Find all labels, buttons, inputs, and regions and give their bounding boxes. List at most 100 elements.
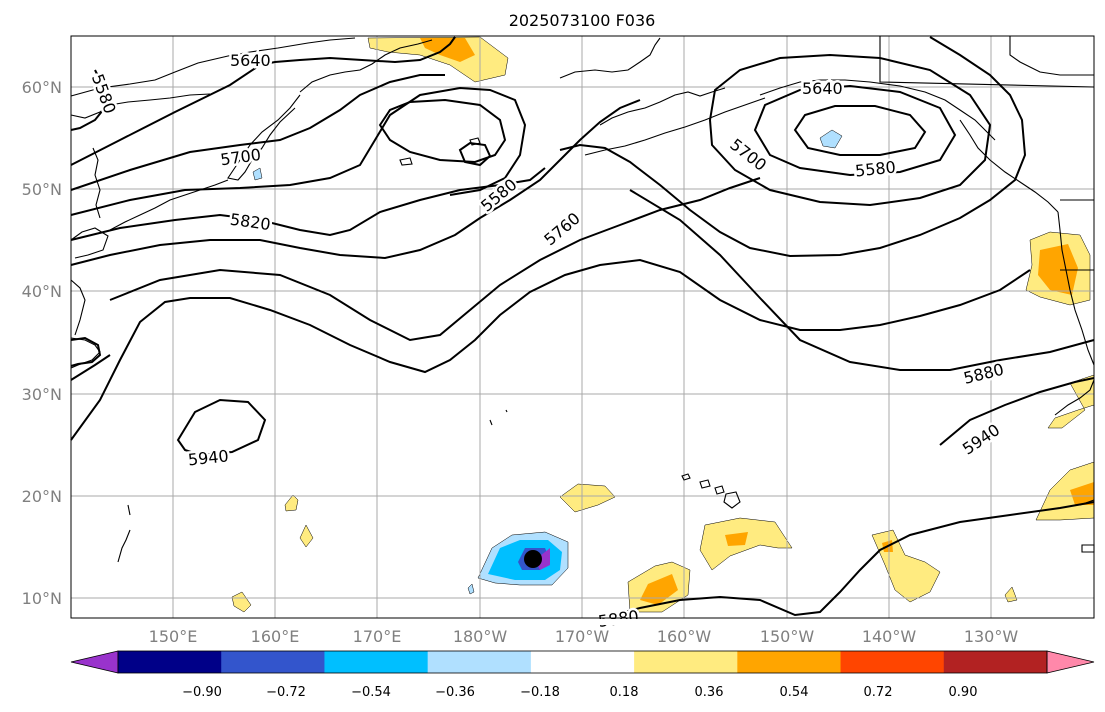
coast-kamchatka xyxy=(227,94,301,181)
border-us-canada xyxy=(1009,36,1094,76)
contour-south-5880 xyxy=(599,501,1095,619)
lat-label: 40°N xyxy=(22,282,62,301)
colorbar-frame xyxy=(117,650,1048,674)
lat-label: 10°N xyxy=(22,589,62,608)
shade-mexico-core xyxy=(1070,482,1094,505)
colorbar-swatch xyxy=(324,651,429,673)
colorbar-tick-label: −0.72 xyxy=(266,685,306,700)
shade-small-3 xyxy=(231,591,252,613)
contour-goa-outer xyxy=(708,53,992,207)
lon-label: 170°W xyxy=(555,627,610,646)
coast-hawaii-3 xyxy=(714,485,725,495)
shade-goa-blue xyxy=(819,129,843,149)
lon-axis-labels: 150°E 160°E 170°E 180°W 170°W 160°W 150°… xyxy=(149,627,1019,646)
colorbar-extend-min xyxy=(70,650,119,674)
coast-alaska-bristol xyxy=(599,87,726,126)
figure-title: 2025073100 F036 xyxy=(509,11,656,30)
shade-bering xyxy=(367,36,509,83)
colorbar-swatch xyxy=(530,651,635,673)
colorbar-tick-label: −0.36 xyxy=(435,685,475,700)
contour-east-5940 xyxy=(939,377,1095,446)
shade-mid-pacific xyxy=(559,483,616,513)
colorbar-swatch xyxy=(943,651,1048,673)
border-canada xyxy=(879,36,1095,88)
shade-small-2 xyxy=(299,524,314,548)
coast-honshu xyxy=(70,279,86,336)
colorbar-tick-label: 0.72 xyxy=(864,685,893,700)
map-frame xyxy=(70,35,1095,619)
lon-label: 150°E xyxy=(149,627,198,646)
contour-5700-mid xyxy=(109,177,761,342)
coast-baja xyxy=(1054,379,1095,416)
coast-hokkaido xyxy=(70,227,109,259)
contour-5760-mid xyxy=(70,99,641,266)
colorbar-ticks: −0.90 −0.72 −0.54 −0.36 −0.18 0.18 0.36 … xyxy=(182,685,977,700)
colorbar-tick-label: 0.36 xyxy=(695,685,724,700)
coast-island-2 xyxy=(127,504,131,516)
shade-hawaii-east-core xyxy=(725,532,748,546)
contour-low-5940-w xyxy=(176,398,267,457)
coast-siberia xyxy=(70,37,356,97)
shade-south-hawaii-core xyxy=(640,574,678,605)
coast-sakhalin xyxy=(92,147,101,219)
colorbar-swatch xyxy=(737,651,842,673)
coast-island-4 xyxy=(399,157,413,166)
coast-aleutians xyxy=(584,97,766,156)
colorbar-tick-label: −0.54 xyxy=(351,685,391,700)
colorbar-swatch xyxy=(427,651,532,673)
colorbar-tick-label: −0.18 xyxy=(520,685,560,700)
contour-5580-nw xyxy=(70,69,107,131)
contour-5700-w xyxy=(70,74,445,191)
colorbar-swatch xyxy=(221,651,325,673)
contour-goa-5760 xyxy=(559,36,1027,258)
shade-hawaii-east xyxy=(699,517,793,571)
coast-bc xyxy=(959,119,1059,213)
shade-small-1 xyxy=(284,494,299,512)
coast-island-1 xyxy=(117,529,131,563)
coast-alaska-west xyxy=(559,37,661,79)
lon-label: 140°W xyxy=(862,627,917,646)
lat-label: 50°N xyxy=(22,180,62,199)
contour-sub-5880 xyxy=(70,336,102,367)
contour-label: 5640 xyxy=(802,79,843,98)
lon-label: 160°E xyxy=(251,627,300,646)
lon-label: 170°E xyxy=(353,627,402,646)
lon-label: 180°W xyxy=(453,627,508,646)
coast-alaska-south xyxy=(759,79,996,141)
map-panel: 5580 5640 5700 5820 5580 5760 5640 5700 … xyxy=(70,35,1095,633)
shade-kamchatka-blue xyxy=(252,167,263,181)
shade-bering-core xyxy=(420,38,475,62)
coast-chukotka xyxy=(299,39,433,93)
graticule xyxy=(71,36,1094,618)
shade-tiny-blue xyxy=(467,583,475,595)
coast-island-6 xyxy=(505,409,508,413)
coast-hawaii-1 xyxy=(681,473,691,481)
lat-label: 30°N xyxy=(22,385,62,404)
colorbar-swatch xyxy=(634,651,738,673)
coast-kurils xyxy=(109,179,229,231)
contour-5580-outer xyxy=(70,86,527,216)
lat-label: 20°N xyxy=(22,487,62,506)
colorbar-swatch xyxy=(118,651,222,673)
lon-label: 160°W xyxy=(657,627,712,646)
colorbar-swatch xyxy=(840,651,945,673)
coast-island-5 xyxy=(489,419,493,426)
coast-hawaii-2 xyxy=(699,479,711,489)
colorbar-tick-label: 0.90 xyxy=(949,685,978,700)
colorbar-tick-label: 0.18 xyxy=(610,685,639,700)
coastlines xyxy=(70,36,1095,563)
coast-hawaii-4 xyxy=(723,491,741,509)
lat-label: 60°N xyxy=(22,78,62,97)
lon-label: 150°W xyxy=(760,627,815,646)
coast-us-west xyxy=(1057,211,1095,366)
coast-okhotsk xyxy=(70,93,211,119)
colorbar-extend-max xyxy=(1046,650,1095,674)
contour-5640 xyxy=(70,36,456,166)
cyclone-center-marker xyxy=(524,550,542,568)
contour-5880 xyxy=(70,354,111,381)
colorbar: −0.90 −0.72 −0.54 −0.36 −0.18 0.18 0.36 … xyxy=(70,650,1095,700)
colorbar-swatches xyxy=(70,650,1095,674)
lon-label: 130°W xyxy=(964,627,1019,646)
contour-goa-inner xyxy=(753,84,957,177)
